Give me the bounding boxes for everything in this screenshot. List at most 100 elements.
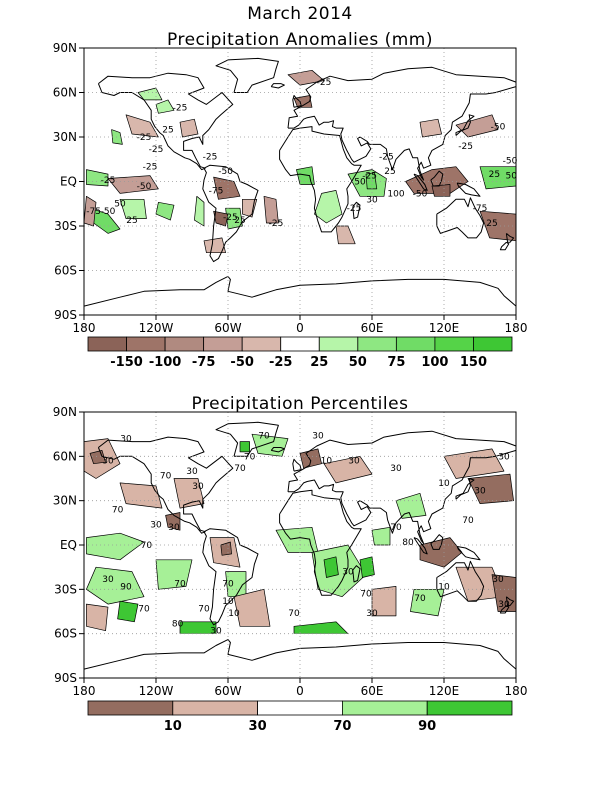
pct-x-tick-label: 120W bbox=[139, 684, 174, 698]
anomalies-title: Precipitation Anomalies (mm) bbox=[167, 30, 433, 50]
anom-coast-sumatra bbox=[413, 173, 428, 191]
anom-coast-new-guinea bbox=[456, 182, 481, 197]
pct-region-23 bbox=[419, 537, 463, 568]
pct-x-tick-label: 120E bbox=[429, 684, 460, 698]
pct-coast-britain bbox=[292, 458, 302, 472]
pct-region-32 bbox=[371, 526, 391, 546]
pct-x-tick-label: 0 bbox=[296, 684, 304, 698]
pct-coast-australia bbox=[436, 560, 485, 602]
anom-coast-africa bbox=[279, 126, 362, 233]
pct-contour-label: 30 bbox=[492, 575, 504, 585]
anom-region-16 bbox=[213, 210, 229, 227]
pct-region-2 bbox=[119, 482, 163, 509]
anom-contour-label: 50 bbox=[354, 177, 366, 187]
pct-colorbar-label: 10 bbox=[164, 719, 182, 734]
anom-coast-borneo bbox=[430, 170, 444, 187]
anom-contour-label: -50 bbox=[503, 157, 518, 167]
pct-contour-label: 30 bbox=[474, 486, 486, 496]
anom-x-tick-label: 60E bbox=[361, 321, 384, 335]
pct-region-7 bbox=[117, 600, 139, 623]
pct-region-22 bbox=[395, 492, 427, 519]
anom-region-9 bbox=[155, 99, 175, 114]
pct-colorbar-swatch bbox=[341, 700, 428, 716]
anom-contour-label: -50 bbox=[413, 189, 428, 199]
main-title: March 2014 bbox=[247, 4, 353, 24]
anom-contour-label: -50 bbox=[137, 182, 152, 192]
anom-region-18 bbox=[314, 190, 343, 224]
pct-region-8 bbox=[86, 603, 109, 632]
pct-contour-label: 90 bbox=[120, 582, 132, 592]
pct-colorbar-swatch bbox=[87, 700, 174, 716]
anom-colorbar-label: 100 bbox=[421, 355, 448, 370]
anom-contour-label: 25 bbox=[486, 219, 497, 229]
pct-coast-new-zealand-south bbox=[499, 605, 510, 614]
anom-x-tick-label: 60W bbox=[214, 321, 241, 335]
anom-x-tick-label: 180 bbox=[505, 321, 528, 335]
pct-coast-sumatra bbox=[413, 537, 428, 555]
pct-contour-label: 80 bbox=[172, 619, 184, 629]
anom-contour-label: 50 bbox=[505, 172, 517, 182]
pct-contour-label: 70 bbox=[462, 516, 474, 526]
anom-contour-label: -25 bbox=[173, 103, 188, 113]
pct-region-21 bbox=[323, 455, 373, 484]
pct-contour-label: 30 bbox=[348, 457, 360, 467]
pct-contour-label: 70 bbox=[258, 432, 270, 442]
pct-contour-label: 70 bbox=[141, 541, 153, 551]
pct-coast-greenland bbox=[215, 421, 279, 457]
anom-x-tick-label: 120W bbox=[139, 321, 174, 335]
anom-contour-label: 25 bbox=[489, 170, 500, 180]
pct-contour-label: 30 bbox=[498, 452, 510, 462]
pct-contour-label: 30 bbox=[186, 467, 198, 477]
pct-region-5 bbox=[86, 532, 145, 561]
pct-contour-label: 70 bbox=[174, 579, 186, 589]
pct-coast-borneo bbox=[430, 534, 444, 550]
pct-x-tick-label: 180 bbox=[73, 684, 96, 698]
pct-region-26 bbox=[467, 473, 514, 504]
anom-contour-label: 100 bbox=[387, 189, 404, 199]
anom-region-17 bbox=[296, 166, 315, 185]
pct-coast-africa bbox=[279, 489, 362, 596]
anom-coast-australia bbox=[436, 197, 485, 239]
anom-region-10 bbox=[179, 118, 199, 138]
pct-contour-label: 70 bbox=[198, 605, 210, 615]
pct-coast-iceland bbox=[270, 447, 285, 453]
anom-contour-label: -25 bbox=[317, 78, 332, 88]
anom-colorbar-label: 25 bbox=[310, 355, 328, 370]
pct-region-6 bbox=[86, 566, 145, 605]
pct-colorbar-label: 30 bbox=[249, 719, 267, 734]
anom-region-15 bbox=[263, 195, 279, 224]
pct-y-tick-label: 60N bbox=[53, 449, 77, 463]
pct-colorbar-label: 70 bbox=[333, 719, 351, 734]
anom-coast-north-america bbox=[97, 72, 234, 171]
anom-region-20 bbox=[365, 172, 378, 190]
anom-x-tick-label: 120E bbox=[429, 321, 460, 335]
pct-region-19 bbox=[371, 586, 397, 617]
anom-region-31 bbox=[203, 237, 226, 254]
anom-coast-new-zealand-south bbox=[499, 241, 510, 251]
pct-coast-new-zealand bbox=[505, 596, 515, 607]
pct-x-tick-label: 60E bbox=[361, 684, 384, 698]
anom-contour-label: -25 bbox=[269, 219, 284, 229]
pct-region-28 bbox=[251, 433, 289, 457]
anom-contour-label: -75 bbox=[473, 204, 488, 214]
pct-region-29 bbox=[239, 441, 250, 453]
anom-contour-label: -50 bbox=[218, 167, 233, 177]
pct-colorbar-label: 90 bbox=[418, 719, 436, 734]
anom-contour-label: -25 bbox=[149, 145, 164, 155]
pct-y-tick-label: 30N bbox=[53, 494, 77, 508]
anom-y-tick-label: 90S bbox=[54, 308, 77, 322]
pct-colorbar-swatch bbox=[426, 700, 513, 716]
anom-contour-label: -50 bbox=[491, 123, 506, 133]
pct-colorbar-swatch bbox=[172, 700, 259, 716]
pct-coast-madagascar bbox=[352, 565, 361, 583]
anom-contour-label: -25 bbox=[347, 204, 362, 214]
anom-x-tick-label: 0 bbox=[296, 321, 304, 335]
anom-contour-label: -25 bbox=[223, 213, 238, 223]
pct-region-30 bbox=[410, 588, 445, 617]
pct-contour-label: 70 bbox=[112, 505, 124, 515]
pct-contour-label: 30 bbox=[168, 523, 180, 533]
anom-contour-label: 30 bbox=[366, 195, 378, 205]
pct-contour-label: 70 bbox=[288, 609, 300, 619]
anom-region-6 bbox=[155, 201, 175, 221]
